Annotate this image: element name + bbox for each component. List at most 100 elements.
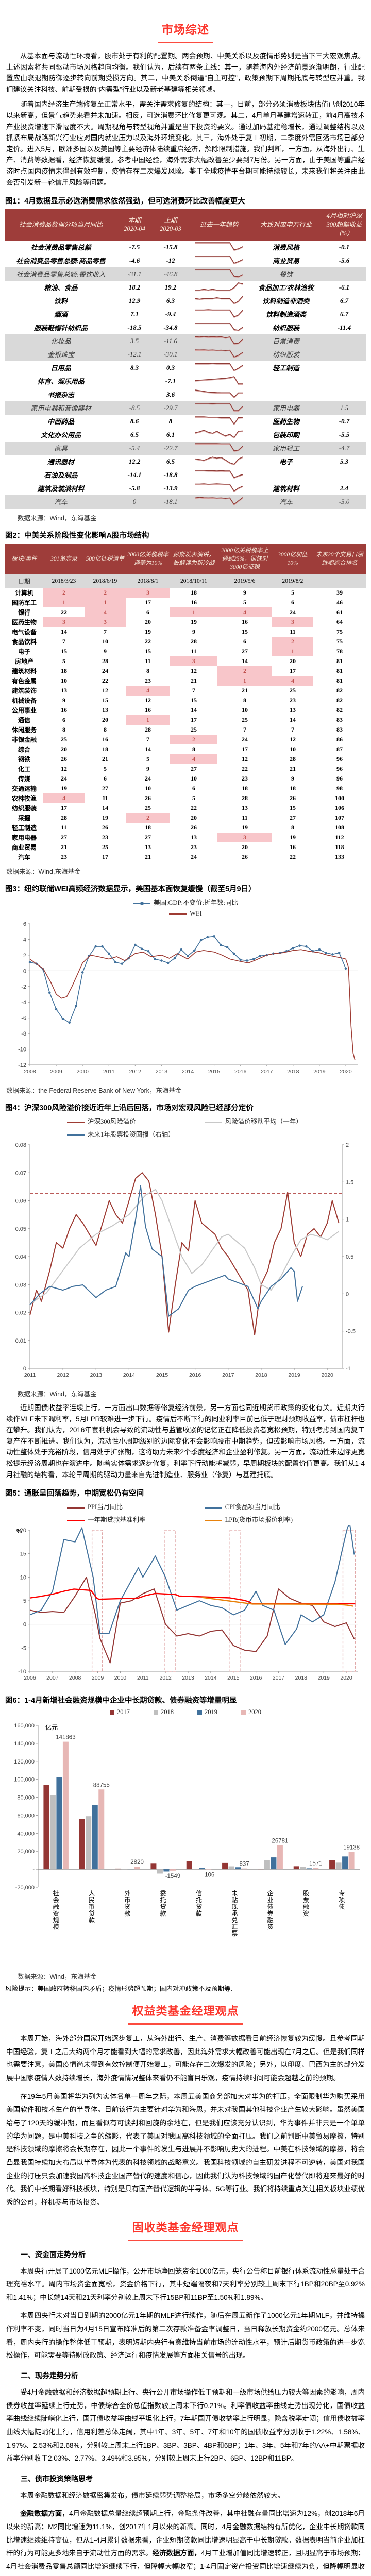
rank-cell: 7 <box>192 687 195 694</box>
table-row: 汽车 23 17 21 24 26 22 133 <box>5 852 366 862</box>
svg-text:2017: 2017 <box>273 1675 285 1681</box>
rank-cell: 27 <box>102 785 108 792</box>
svg-text:-: - <box>32 1867 35 1873</box>
rank-cell: 14 <box>290 716 296 724</box>
rank-cell: 22 <box>242 765 248 773</box>
trend-sparkline-cell <box>189 254 249 267</box>
rank-cell: 25 <box>102 843 108 851</box>
legend-swatch <box>133 901 151 905</box>
table-row: 通信 6 20 1 17 25 14 83 <box>5 715 366 725</box>
table-row: 通讯器材 12.2 6.5 电子 5.3 <box>5 455 366 468</box>
table-cell: 12.2 <box>128 457 141 465</box>
table-cell: -5.4 <box>129 444 140 452</box>
svg-text:2010: 2010 <box>114 1675 127 1681</box>
table-row: 社会消费品零售总额:餐饮收入 -31.1 -46.8 餐饮 <box>5 267 366 281</box>
column-header: 3000亿加征10% <box>272 543 313 575</box>
rank-cell: 1 <box>43 598 85 608</box>
table-cell: 纺织服装 <box>272 351 299 359</box>
legend-swatch <box>154 1710 158 1715</box>
legend-label: LPR(货币市场报价利率) <box>225 1516 293 1524</box>
industry-name: 国防军工 <box>11 599 37 607</box>
sparkline <box>195 483 243 493</box>
trend-sparkline-cell <box>189 455 249 468</box>
table-cell: 家用电器 <box>272 404 299 413</box>
table-row: 家用电器和音像器材 -8.5 -29.7 家用电器 1.5 <box>5 401 366 415</box>
fi-s3-paragraph-2: 金融数据方面，4月金融数据总量继续超预期上行，金融条件改善，其中社融存量同比增速… <box>6 2510 365 2576</box>
rank-cell: 5 <box>104 765 107 773</box>
rank-cell: 21 <box>145 853 151 861</box>
table-cell: 食品加工/农林渔牧 <box>258 284 314 292</box>
rank-cell: 4 <box>272 676 313 686</box>
table-cell <box>116 388 153 401</box>
table-row: 建筑材料 18 24 8 12 2 17 81 <box>5 666 366 676</box>
table-row: 农林牧渔 4 11 26 5 28 26 100 <box>5 793 366 804</box>
rank-cell: 7 <box>104 628 107 636</box>
rank-cell: 9 <box>192 628 195 636</box>
table-cell: 中西药品 <box>47 418 74 426</box>
rank-cell: 12 <box>61 765 67 773</box>
svg-text:专项债: 专项债 <box>339 1889 345 1910</box>
rank-cell: 4 <box>126 686 170 696</box>
total-cell: 61 <box>336 608 343 616</box>
section-title-market: 市场综述 <box>5 21 366 43</box>
rank-cell: 19 <box>290 834 296 841</box>
liquidity-paragraph: 近期国债收益率连续上行，一方面出口数据等修复经济前景，另一方面也同近期货币政策的… <box>6 1404 365 1479</box>
svg-text:6: 6 <box>23 921 26 927</box>
table-cell: 餐饮 <box>279 270 293 279</box>
table-cell <box>323 348 366 361</box>
trend-sparkline-cell <box>189 415 249 428</box>
rank-cell: 17 <box>290 667 296 675</box>
fig2-source: 数据来源：Wind,东海基金 <box>6 868 81 876</box>
rank-cell: 13 <box>145 843 151 851</box>
table-row: 中西药品 8.6 8 医药生物 -0.7 <box>5 415 366 428</box>
column-header: 彭斯发表演讲，被解读为新冷战 <box>170 543 217 575</box>
rank-cell: 9 <box>291 775 294 783</box>
sparkline <box>195 349 243 359</box>
table-cell: 金银珠宝 <box>47 351 74 359</box>
table-cell: 石油及制品 <box>44 471 78 480</box>
table-row: 饮料 12.9 6.3 饮料制造非酒类 6.7 <box>5 294 366 308</box>
rank-cell: 19 <box>145 628 151 636</box>
legend-swatch <box>197 1710 202 1715</box>
rank-cell: 12 <box>242 755 248 763</box>
wei-gdp-chart: 美国:GDP:不变价:折年数:同比 WEI -12 -10 -8 -6 -4 -2 0 2 4 6 20… <box>5 897 366 1081</box>
table-cell: -6.1 <box>339 283 350 291</box>
rank-cell: 9 <box>104 648 107 655</box>
industry-name: 电子 <box>18 648 30 656</box>
rank-cell: 23 <box>242 775 248 783</box>
section-title-text: 市场综述 <box>157 21 213 43</box>
svg-text:40,000: 40,000 <box>17 1831 35 1837</box>
table-row: 文化办公用品 6.5 6.1 包装印刷 -5.5 <box>5 428 366 442</box>
table-cell: 化妆品 <box>50 337 71 346</box>
rank-cell: 21 <box>242 687 248 694</box>
rank-cell: 8 <box>291 824 294 832</box>
table-row: 钢铁 26 21 5 4 12 28 96 <box>5 754 366 765</box>
svg-text:-2: -2 <box>21 984 26 990</box>
svg-text:2013: 2013 <box>90 1372 103 1378</box>
section-title-equity: 权益类基金经理观点 <box>5 2002 366 2025</box>
rank-cell: 28 <box>290 755 296 763</box>
rank-cell: 15 <box>290 804 296 812</box>
table-cell <box>249 388 323 401</box>
column-header: 2000亿关税税率调整为10% <box>126 543 170 575</box>
total-cell: 96 <box>336 775 343 783</box>
date-cell: 2018/10/11 <box>170 574 217 588</box>
rank-cell: 27 <box>242 648 248 655</box>
rank-cell: 5 <box>146 755 149 763</box>
trend-sparkline-cell <box>189 401 249 415</box>
table-row: 有色金属 10 22 23 21 1 4 81 <box>5 676 366 686</box>
svg-text:0.07: 0.07 <box>15 1170 26 1176</box>
rank-cell: 2 <box>170 735 217 745</box>
sparkline <box>195 269 243 278</box>
table-cell: -5.5 <box>339 430 350 438</box>
legend-item: 未来1年股票投资回报（右轴） <box>67 1129 175 1139</box>
rank-cell: 24 <box>145 775 151 783</box>
rank-cell: 20 <box>102 716 108 724</box>
table-cell: 建筑及装潢材料 <box>37 485 85 493</box>
rank-cell: 17 <box>242 745 248 753</box>
table-cell: -34.8 <box>163 323 178 331</box>
table-cell: 3.6 <box>166 390 175 398</box>
table-cell <box>323 361 366 375</box>
table-cell: 3.5 <box>130 336 139 345</box>
section-title-fixed-income: 固收类基金经理观点 <box>5 2218 366 2241</box>
